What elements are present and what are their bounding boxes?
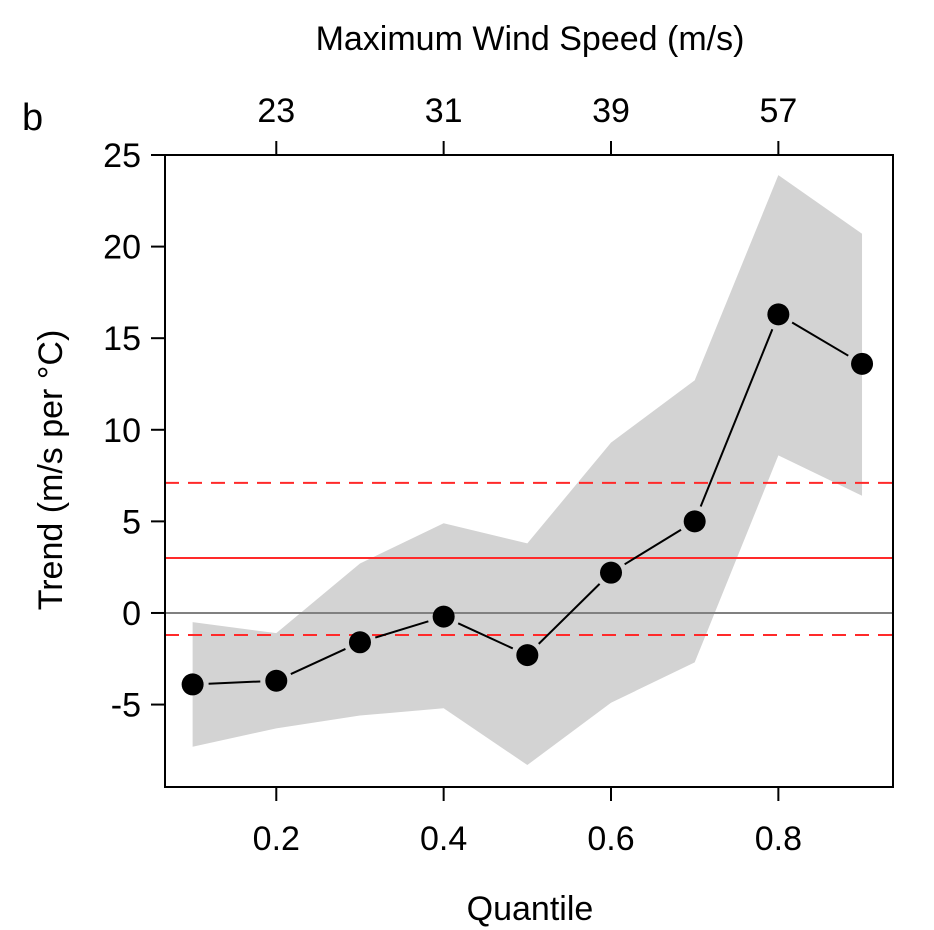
data-point	[516, 644, 539, 667]
series-segment	[374, 620, 429, 639]
top-tick-label: 57	[759, 92, 797, 130]
series-layer	[181, 303, 874, 696]
data-point	[851, 352, 874, 375]
data-point	[600, 561, 623, 584]
top-tick-label: 23	[257, 92, 295, 130]
data-point	[181, 673, 204, 696]
data-point	[767, 303, 790, 326]
series-segment	[699, 328, 774, 507]
y-tick-label: 0	[122, 595, 141, 633]
y-tick-label: -5	[111, 687, 141, 725]
plot-frame	[164, 154, 894, 788]
y-tick-label: 15	[103, 320, 141, 358]
series-segment	[791, 321, 849, 357]
x-axis-title: Quantile	[467, 890, 594, 928]
top-tick-label: 39	[592, 92, 630, 130]
x-tick-label: 0.4	[420, 820, 467, 858]
data-point	[432, 605, 455, 628]
data-point	[683, 510, 706, 533]
data-point	[348, 631, 371, 654]
panel-label: b	[22, 97, 43, 139]
x-tick-label: 0.6	[587, 820, 634, 858]
series-segment	[208, 680, 261, 685]
y-axis-title: Trend (m/s per °C)	[32, 330, 70, 611]
data-point	[265, 669, 288, 692]
confidence-band-layer	[192, 175, 863, 766]
y-tick-label: 20	[103, 229, 141, 267]
top-axis-title: Maximum Wind Speed (m/s)	[316, 20, 745, 58]
x-tick-label: 0.8	[755, 820, 802, 858]
series-segment	[457, 622, 514, 650]
series-segment	[624, 528, 682, 566]
top-tick-label: 31	[425, 92, 463, 130]
y-tick-label: 10	[103, 412, 141, 450]
y-tick-label: 25	[103, 137, 141, 175]
reference-lines-layer	[165, 481, 893, 636]
x-tick-label: 0.2	[253, 820, 300, 858]
axes-layer: 0.2 0.4 0.6 0.8 23 31 39 57 -5 0 5 10 15 20 25	[103, 92, 802, 858]
series-segment	[538, 583, 601, 645]
confidence-band	[192, 175, 863, 766]
series-segment	[290, 648, 346, 675]
y-tick-label: 5	[122, 503, 141, 541]
